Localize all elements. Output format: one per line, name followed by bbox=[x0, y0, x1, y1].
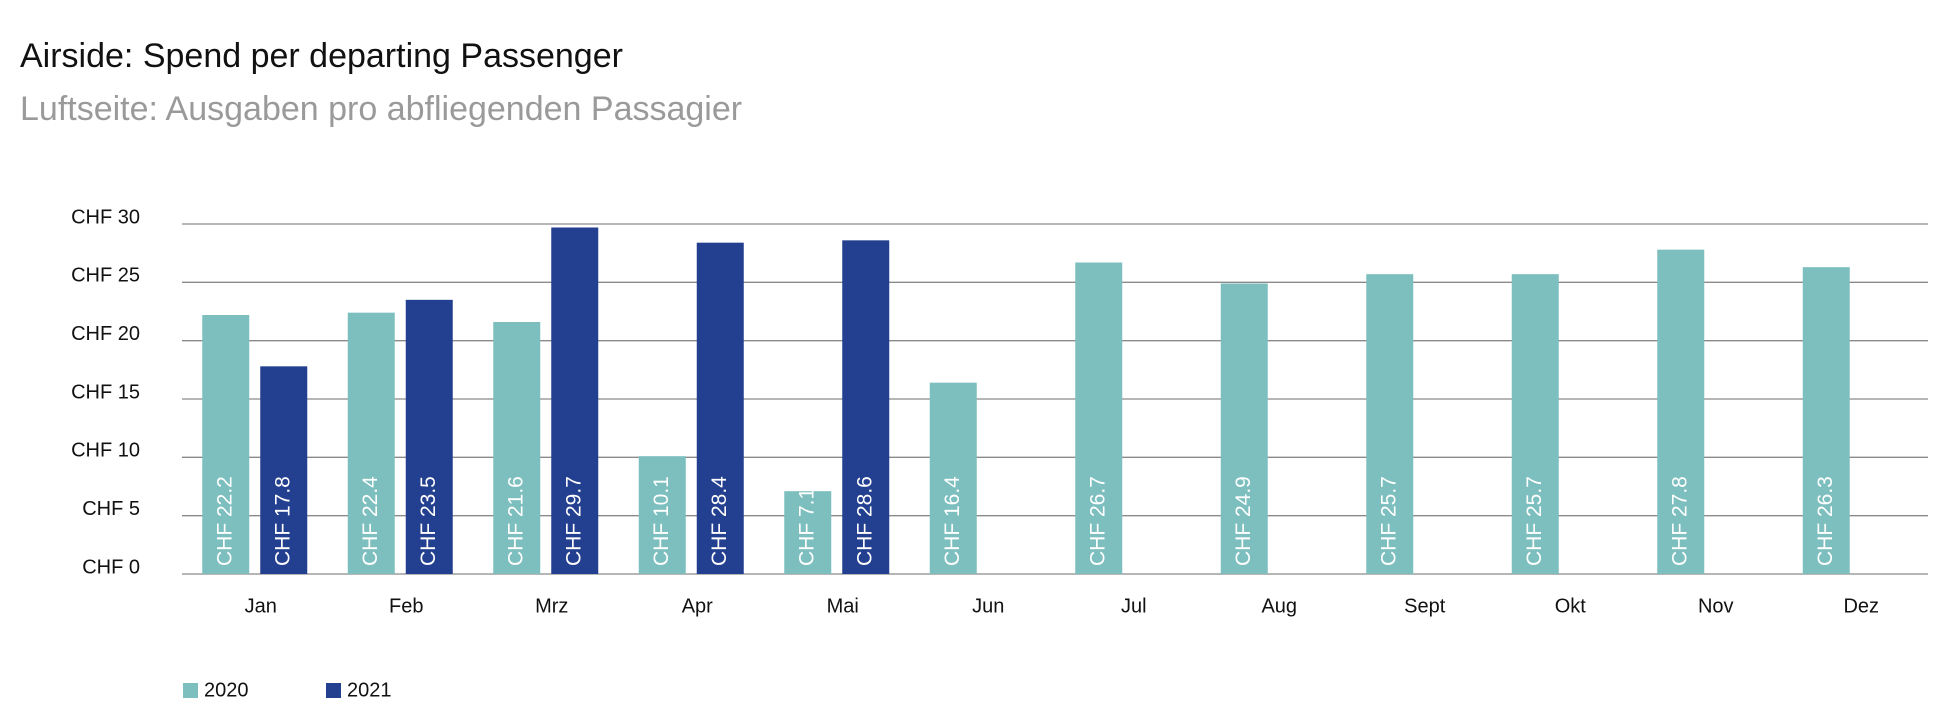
y-tick-label: CHF 30 bbox=[71, 206, 140, 228]
y-tick-label: CHF 10 bbox=[71, 440, 140, 462]
value-label: CHF 28.6 bbox=[853, 476, 876, 566]
x-tick-label: Sept bbox=[1404, 595, 1446, 617]
y-tick-label: CHF 20 bbox=[71, 323, 140, 345]
bar bbox=[638, 456, 686, 574]
x-tick-label: Mrz bbox=[535, 595, 568, 617]
y-tick-label: CHF 5 bbox=[82, 498, 140, 520]
bar bbox=[1220, 283, 1268, 574]
y-tick-label: CHF 15 bbox=[71, 381, 140, 403]
value-label: CHF 16.4 bbox=[941, 476, 964, 566]
value-label: CHF 7.1 bbox=[795, 488, 818, 566]
legend-swatch bbox=[326, 683, 341, 698]
x-tick-label: Feb bbox=[389, 595, 423, 617]
bar bbox=[405, 299, 453, 574]
value-label: CHF 25.7 bbox=[1523, 476, 1546, 566]
bar bbox=[1366, 274, 1414, 574]
value-label: CHF 28.4 bbox=[708, 476, 731, 566]
x-tick-label: Mai bbox=[827, 595, 859, 617]
bar bbox=[1511, 274, 1559, 574]
value-label: CHF 24.9 bbox=[1232, 476, 1255, 566]
bar bbox=[1075, 262, 1123, 574]
y-tick-label: CHF 25 bbox=[71, 265, 140, 287]
x-tick-label: Jan bbox=[245, 595, 277, 617]
bar bbox=[1802, 267, 1850, 574]
value-label: CHF 23.5 bbox=[417, 476, 440, 566]
value-label: CHF 17.8 bbox=[271, 476, 294, 566]
x-tick-label: Apr bbox=[682, 595, 713, 617]
bar bbox=[929, 382, 977, 574]
x-tick-label: Jul bbox=[1121, 595, 1147, 617]
value-label: CHF 22.2 bbox=[213, 476, 236, 566]
bar bbox=[202, 315, 250, 574]
x-tick-label: Okt bbox=[1555, 595, 1587, 617]
x-tick-label: Aug bbox=[1261, 595, 1297, 617]
value-label: CHF 22.4 bbox=[359, 476, 382, 566]
value-label: CHF 21.6 bbox=[504, 476, 527, 566]
bar bbox=[696, 242, 744, 574]
value-label: CHF 26.3 bbox=[1814, 476, 1837, 566]
bar bbox=[493, 322, 541, 574]
chart-subtitle: Luftseite: Ausgaben pro abfliegenden Pas… bbox=[20, 90, 742, 128]
legend-label: 2021 bbox=[347, 679, 392, 701]
bar bbox=[1657, 249, 1705, 574]
legend-label: 2020 bbox=[204, 679, 249, 701]
value-label: CHF 27.8 bbox=[1668, 476, 1691, 566]
legend-swatch bbox=[183, 683, 198, 698]
x-tick-label: Dez bbox=[1843, 595, 1879, 617]
bar bbox=[551, 227, 599, 574]
bar bbox=[347, 312, 395, 574]
y-tick-label: CHF 0 bbox=[82, 556, 140, 578]
value-label: CHF 10.1 bbox=[650, 476, 673, 566]
value-label: CHF 25.7 bbox=[1377, 476, 1400, 566]
value-label: CHF 26.7 bbox=[1086, 476, 1109, 566]
bar bbox=[842, 240, 890, 575]
bar bbox=[260, 366, 308, 574]
bar bbox=[784, 491, 832, 574]
value-label: CHF 29.7 bbox=[562, 476, 585, 566]
chart-title: Airside: Spend per departing Passenger bbox=[20, 37, 623, 75]
x-tick-label: Nov bbox=[1698, 595, 1734, 617]
x-tick-label: Jun bbox=[972, 595, 1004, 617]
